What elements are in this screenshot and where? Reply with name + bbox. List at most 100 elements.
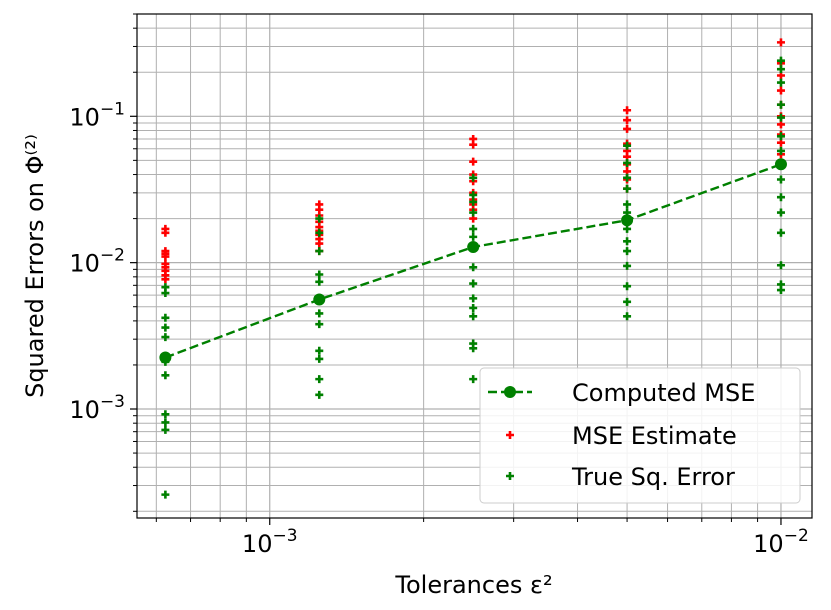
computed-mse-marker xyxy=(313,293,326,306)
y-tick-label-base: 10 xyxy=(69,396,100,424)
true-sq-error-point xyxy=(161,418,170,427)
true-sq-error-point xyxy=(623,173,632,182)
true-sq-error-point xyxy=(161,410,170,419)
y-tick-label-base: 10 xyxy=(69,250,100,278)
true-sq-error-point xyxy=(315,354,324,363)
legend-plus-swatch xyxy=(506,472,514,480)
true-sq-error-point xyxy=(623,224,632,233)
true-sq-error-point xyxy=(776,146,785,155)
true-sq-error-point xyxy=(315,228,324,237)
true-sq-error-point xyxy=(623,261,632,270)
true-sq-error-point xyxy=(161,490,170,499)
y-tick-label: 10−2 xyxy=(69,246,125,278)
true-sq-error-point xyxy=(161,323,170,332)
legend: Computed MSE MSE Estimate True Sq. Error xyxy=(479,367,801,504)
true-sq-error-point xyxy=(776,261,785,270)
legend-entry-label: Computed MSE xyxy=(572,379,755,407)
true-sq-error-point xyxy=(469,197,478,206)
true-sq-error-point xyxy=(623,158,632,167)
y-tick-label-exponent: −1 xyxy=(100,99,125,119)
computed-mse-marker xyxy=(621,214,634,227)
true-sq-error-point xyxy=(315,375,324,384)
true-sq-error-point xyxy=(469,232,478,241)
mse-estimate-point xyxy=(776,86,785,95)
true-sq-error-point xyxy=(776,132,785,141)
plot-frame xyxy=(136,13,813,519)
legend-plus-swatch xyxy=(506,431,514,439)
true-sq-error-point xyxy=(315,214,324,223)
mse-estimate-point xyxy=(161,275,170,284)
mse-estimate-point xyxy=(161,228,170,237)
true-sq-error-point xyxy=(315,346,324,355)
true-sq-error-point xyxy=(315,309,324,318)
x-tick-label-base: 10 xyxy=(753,530,784,558)
y-tick-label-exponent: −3 xyxy=(100,392,125,412)
true-sq-error-point xyxy=(469,173,478,182)
true-sq-error-point xyxy=(776,65,785,74)
true-sq-error-point xyxy=(469,208,478,217)
legend-entry-label: True Sq. Error xyxy=(571,463,735,491)
true-sq-error-point xyxy=(161,425,170,434)
y-tick-label: 10−1 xyxy=(69,99,125,131)
true-sq-error-point xyxy=(469,279,478,288)
legend-marker-swatch xyxy=(504,386,516,398)
legend-entry-label: MSE Estimate xyxy=(572,422,737,450)
true-sq-error-point xyxy=(623,237,632,246)
true-sq-error-point xyxy=(161,289,170,298)
true-sq-error-point xyxy=(469,263,478,272)
mse-estimate-point xyxy=(776,38,785,47)
true-sq-error-point xyxy=(469,344,478,353)
axis-ticks: 10−3 10−210−310−210−1 xyxy=(69,13,809,558)
true-sq-error-point xyxy=(161,371,170,380)
x-tick-label: 10−2 xyxy=(753,526,809,558)
y-tick-label-exponent: −2 xyxy=(100,246,125,266)
true-sq-error-point xyxy=(776,193,785,202)
true-sq-error-point xyxy=(776,286,785,295)
true-sq-error-point xyxy=(623,200,632,209)
true-sq-error-point xyxy=(469,224,478,233)
true-sq-error-point xyxy=(161,313,170,322)
mse-estimate-point xyxy=(315,239,324,248)
true-sq-error-point xyxy=(315,270,324,279)
mse-estimate-point xyxy=(623,116,632,125)
true-sq-error-point xyxy=(315,390,324,399)
mse-estimate-point xyxy=(469,157,478,166)
x-tick-label-exponent: −3 xyxy=(272,526,297,546)
true-sq-error-point xyxy=(623,247,632,256)
true-sq-error-point xyxy=(315,320,324,329)
true-sq-error-point xyxy=(776,113,785,122)
true-sq-error-point xyxy=(776,208,785,217)
mse-estimate-point xyxy=(469,140,478,149)
true-sq-error-point xyxy=(776,78,785,87)
true-sq-error-point xyxy=(623,297,632,306)
true-sq-error-point xyxy=(776,56,785,65)
true-sq-error-point xyxy=(623,141,632,150)
true-sq-error-point xyxy=(469,312,478,321)
true-sq-error-point xyxy=(469,375,478,384)
true-sq-error-point xyxy=(776,228,785,237)
true-sq-error-point xyxy=(469,190,478,199)
y-tick-label-base: 10 xyxy=(69,103,100,131)
true-sq-error-point xyxy=(623,282,632,291)
x-tick-label: 10−3 xyxy=(242,526,298,558)
computed-mse-marker xyxy=(774,158,787,171)
true-sq-error-point xyxy=(469,294,478,303)
legend-box xyxy=(479,367,801,504)
mse-estimate-point xyxy=(776,120,785,129)
true-sq-error-point xyxy=(623,184,632,193)
true-sq-error-point xyxy=(315,277,324,286)
x-tick-label-base: 10 xyxy=(242,530,273,558)
series-2-points xyxy=(161,56,785,499)
minor-grid xyxy=(137,13,812,518)
plot-series xyxy=(159,38,787,499)
computed-mse-marker xyxy=(467,240,480,253)
x-axis-label: Tolerances ε² xyxy=(394,571,552,599)
mse-estimate-point xyxy=(623,106,632,115)
mse-estimate-point xyxy=(623,124,632,133)
computed-mse-marker xyxy=(159,351,172,364)
true-sq-error-point xyxy=(776,100,785,109)
true-sq-error-point xyxy=(776,175,785,184)
true-sq-error-point xyxy=(469,303,478,312)
